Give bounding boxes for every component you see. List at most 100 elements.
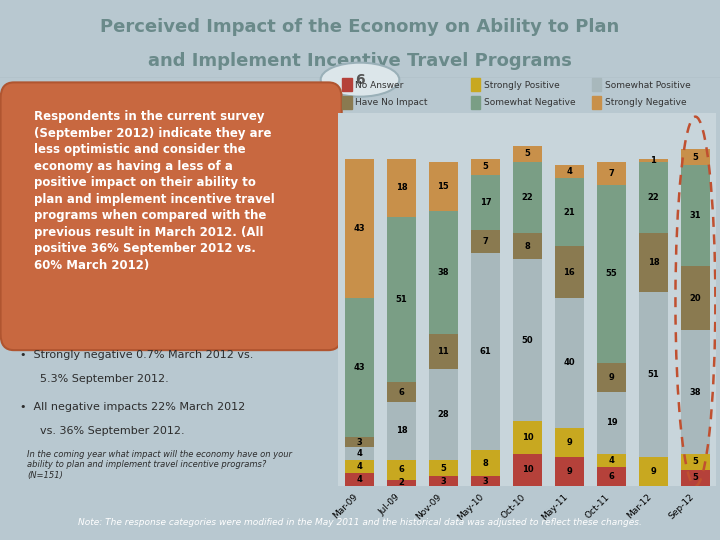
- Bar: [513, 233, 541, 259]
- Text: 31: 31: [690, 211, 701, 220]
- Text: •  Strongly negative 0.7% March 2012 vs.: • Strongly negative 0.7% March 2012 vs.: [20, 350, 254, 360]
- Bar: [681, 330, 710, 454]
- Text: Perceived Impact of the Economy on Ability to Plan: Perceived Impact of the Economy on Abili…: [100, 18, 620, 36]
- Bar: [471, 476, 500, 486]
- Bar: [592, 78, 601, 91]
- Text: Somewhat Positive: Somewhat Positive: [605, 81, 690, 90]
- Text: 10: 10: [521, 433, 534, 442]
- Circle shape: [320, 63, 400, 97]
- Text: 5: 5: [482, 163, 488, 171]
- Text: 7: 7: [608, 169, 614, 178]
- Bar: [471, 253, 500, 450]
- Bar: [555, 165, 584, 178]
- Text: 55: 55: [606, 269, 617, 278]
- Bar: [387, 460, 415, 480]
- Text: 9: 9: [567, 438, 572, 447]
- Bar: [342, 96, 351, 109]
- Bar: [592, 96, 601, 109]
- Bar: [681, 470, 710, 486]
- Text: 9: 9: [651, 467, 656, 476]
- Text: 4: 4: [356, 449, 362, 458]
- Text: vs. 36% September 2012.: vs. 36% September 2012.: [40, 426, 185, 436]
- Bar: [429, 211, 458, 334]
- Bar: [681, 165, 710, 266]
- Text: 18: 18: [395, 427, 408, 435]
- Text: 6: 6: [398, 465, 405, 474]
- Bar: [597, 392, 626, 454]
- Text: and Implement Incentive Travel Programs: and Implement Incentive Travel Programs: [148, 52, 572, 70]
- Bar: [513, 146, 541, 162]
- Text: 4: 4: [356, 462, 362, 471]
- Text: 51: 51: [647, 370, 660, 379]
- Bar: [513, 259, 541, 421]
- Bar: [597, 185, 626, 363]
- Text: 5: 5: [441, 464, 446, 472]
- Bar: [597, 467, 626, 486]
- Text: 20: 20: [690, 294, 701, 302]
- Bar: [597, 162, 626, 185]
- Bar: [471, 96, 480, 109]
- Text: 15: 15: [438, 182, 449, 191]
- Text: 18: 18: [395, 184, 408, 192]
- Text: Respondents in the current survey
(September 2012) indicate they are
less optimi: Respondents in the current survey (Septe…: [34, 110, 274, 272]
- Text: 3: 3: [356, 438, 362, 447]
- Bar: [345, 447, 374, 460]
- Text: 9: 9: [567, 467, 572, 476]
- Bar: [555, 246, 584, 298]
- Text: 4: 4: [567, 167, 572, 176]
- Bar: [387, 480, 415, 486]
- Text: 3: 3: [441, 477, 446, 485]
- Text: 21: 21: [564, 208, 575, 217]
- Bar: [597, 363, 626, 392]
- Text: 11: 11: [438, 347, 449, 356]
- Text: 5: 5: [693, 153, 698, 161]
- Bar: [555, 178, 584, 246]
- Text: 51: 51: [395, 295, 408, 304]
- Bar: [345, 437, 374, 447]
- Text: 5: 5: [524, 150, 531, 158]
- Text: 40: 40: [564, 359, 575, 367]
- Text: 8: 8: [525, 242, 530, 251]
- Text: 4: 4: [356, 475, 362, 484]
- Bar: [639, 159, 667, 162]
- Bar: [681, 149, 710, 165]
- Text: 19: 19: [606, 418, 617, 427]
- Text: Strongly Positive: Strongly Positive: [484, 81, 559, 90]
- Text: No Answer: No Answer: [356, 81, 404, 90]
- Bar: [639, 292, 667, 457]
- Bar: [429, 460, 458, 476]
- Text: Note: The response categories were modified in the May 2011 and the historical d: Note: The response categories were modif…: [78, 518, 642, 527]
- Text: 2: 2: [398, 478, 405, 487]
- Bar: [429, 162, 458, 211]
- Bar: [681, 266, 710, 330]
- Bar: [597, 454, 626, 467]
- Text: 6: 6: [398, 388, 405, 396]
- Text: 18: 18: [647, 258, 660, 267]
- Text: 6: 6: [608, 472, 614, 481]
- Text: In the coming year what impact will the economy have on your
ability to plan and: In the coming year what impact will the …: [27, 450, 292, 480]
- Bar: [429, 369, 458, 460]
- Bar: [555, 298, 584, 428]
- Text: 10: 10: [521, 465, 534, 474]
- Bar: [471, 230, 500, 253]
- Bar: [639, 457, 667, 486]
- Bar: [471, 159, 500, 175]
- Text: 7: 7: [482, 237, 488, 246]
- Text: 61: 61: [480, 347, 491, 356]
- Bar: [471, 78, 480, 91]
- Bar: [345, 159, 374, 298]
- Bar: [555, 428, 584, 457]
- Bar: [681, 454, 710, 470]
- Text: 38: 38: [690, 388, 701, 396]
- Text: 38: 38: [438, 268, 449, 276]
- Bar: [639, 162, 667, 233]
- Bar: [387, 402, 415, 460]
- Bar: [513, 454, 541, 486]
- Text: 22: 22: [647, 193, 660, 202]
- Text: 1: 1: [650, 156, 657, 165]
- Text: 9: 9: [608, 373, 614, 382]
- Bar: [471, 450, 500, 476]
- Text: 5: 5: [693, 474, 698, 482]
- Text: Have No Impact: Have No Impact: [356, 98, 428, 107]
- Bar: [429, 476, 458, 486]
